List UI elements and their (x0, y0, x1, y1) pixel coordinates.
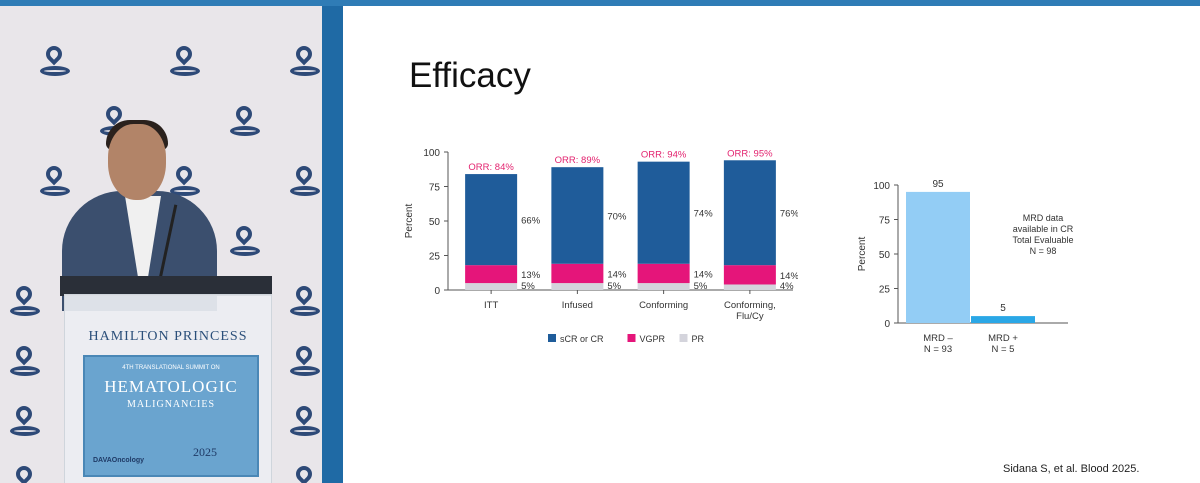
podium-venue-name: HAMILTON PRINCESS (88, 329, 248, 344)
y-tick-label: 25 (429, 252, 441, 263)
mrd-bar (971, 316, 1035, 323)
backdrop-logo-icon (10, 342, 40, 380)
backdrop-logo-icon (290, 462, 320, 483)
podium-top (60, 276, 272, 296)
bar-value-label: 13% (521, 270, 541, 281)
bar-segment (723, 160, 776, 266)
legend-label: PR (692, 334, 705, 344)
backdrop-logo-icon (230, 222, 260, 260)
y-tick-label: 50 (429, 217, 441, 228)
bar-value-label: 74% (694, 209, 714, 220)
x-tick-label: Flu/Cy (736, 311, 764, 322)
y-tick-label: 100 (873, 181, 890, 192)
x-tick-label: MRD – (923, 333, 953, 344)
backdrop-logo-icon (40, 42, 70, 80)
bar-value-label: 5% (694, 281, 708, 292)
y-tick-label: 0 (884, 319, 890, 330)
bar-segment (551, 283, 604, 290)
bar-segment (551, 263, 604, 284)
x-tick-label: N = 5 (992, 344, 1015, 355)
backdrop-logo-icon (10, 402, 40, 440)
orr-annotation: ORR: 95% (727, 148, 773, 159)
y-tick-label: 100 (423, 148, 440, 159)
y-axis-label: Percent (857, 237, 868, 272)
speaker-video: HAMILTON PRINCESS 4TH TRANSLATIONAL SUMM… (0, 6, 322, 483)
y-tick-label: 0 (434, 286, 440, 297)
backdrop-logo-icon (10, 282, 40, 320)
citation: Sidana S, et al. Blood 2025. (1003, 463, 1140, 475)
sign-title: HEMATOLOGIC (104, 377, 238, 396)
mrd-bar (906, 191, 970, 323)
x-tick-label: Conforming, (724, 300, 776, 311)
backdrop-logo-icon (290, 402, 320, 440)
x-tick-label: Conforming (639, 300, 688, 311)
bar-value-label: 14% (780, 271, 798, 282)
backdrop-logo-icon (10, 462, 40, 483)
y-axis-label: Percent (404, 204, 415, 239)
speaker-head (108, 124, 166, 200)
bar-segment (723, 265, 776, 285)
bar-value-label: 5% (521, 281, 535, 292)
backdrop-logo-icon (170, 162, 200, 200)
orr-annotation: ORR: 94% (641, 150, 687, 161)
x-tick-label: Infused (562, 300, 593, 311)
bar-value-label: 4% (780, 281, 794, 292)
y-tick-label: 25 (879, 285, 891, 296)
bar-segment (637, 283, 690, 290)
orr-annotation: ORR: 84% (468, 162, 514, 173)
bar-segment (465, 174, 518, 266)
podium: HAMILTON PRINCESS 4TH TRANSLATIONAL SUMM… (64, 294, 272, 483)
backdrop-logo-icon (290, 162, 320, 200)
bar-value-label: 14% (607, 269, 627, 280)
legend-swatch (679, 334, 688, 342)
bar-segment (637, 161, 690, 264)
podium-sign: 4TH TRANSLATIONAL SUMMIT ON HEMATOLOGIC … (83, 355, 259, 477)
bar-value-label: 5 (1000, 303, 1006, 314)
x-tick-label: MRD + (988, 333, 1018, 344)
bar-value-label: 14% (694, 269, 714, 280)
y-tick-label: 50 (879, 250, 891, 261)
backdrop-logo-icon (290, 42, 320, 80)
bar-segment (465, 283, 518, 290)
mrd-annotation: MRD data (1023, 213, 1064, 223)
presentation-slide: Efficacy 0 25 50 75 100 Percent 5% 13% 66% ORR: 8… (343, 6, 1200, 483)
x-tick-label: N = 93 (924, 344, 952, 355)
bar-value-label: 76% (780, 209, 798, 220)
sign-subtitle: 4TH TRANSLATIONAL SUMMIT ON (122, 365, 220, 371)
bar-segment (551, 167, 604, 264)
mrd-annotation: N = 98 (1030, 246, 1057, 256)
bar-value-label: 5% (607, 281, 621, 292)
legend-label: sCR or CR (560, 334, 604, 344)
sign-year: 2025 (193, 445, 217, 459)
y-tick-label: 75 (879, 216, 891, 227)
bar-segment (465, 265, 518, 284)
legend-swatch (548, 334, 556, 342)
y-tick-label: 75 (429, 183, 441, 194)
top-accent-bar (0, 0, 1200, 6)
legend-label: VGPR (640, 334, 666, 344)
bar-segment (637, 263, 690, 284)
orr-annotation: ORR: 89% (555, 155, 601, 166)
backdrop-logo-icon (290, 282, 320, 320)
sign-title-2: MALIGNANCIES (126, 399, 216, 410)
bar-value-label: 66% (521, 216, 541, 227)
legend-swatch (627, 334, 636, 342)
slide-title: Efficacy (409, 56, 531, 95)
bar-segment (723, 284, 776, 290)
bar-value-label: 95 (932, 179, 944, 190)
mrd-annotation: available in CR (1013, 224, 1074, 234)
backdrop-logo-icon (40, 162, 70, 200)
sign-brand: DAVAOncology (93, 457, 145, 464)
backdrop-logo-icon (170, 42, 200, 80)
backdrop-logo-icon (290, 342, 320, 380)
backdrop-logo-icon (230, 102, 260, 140)
x-tick-label: ITT (484, 300, 498, 311)
mrd-annotation: Total Evaluable (1012, 235, 1073, 245)
bar-value-label: 70% (607, 211, 627, 222)
